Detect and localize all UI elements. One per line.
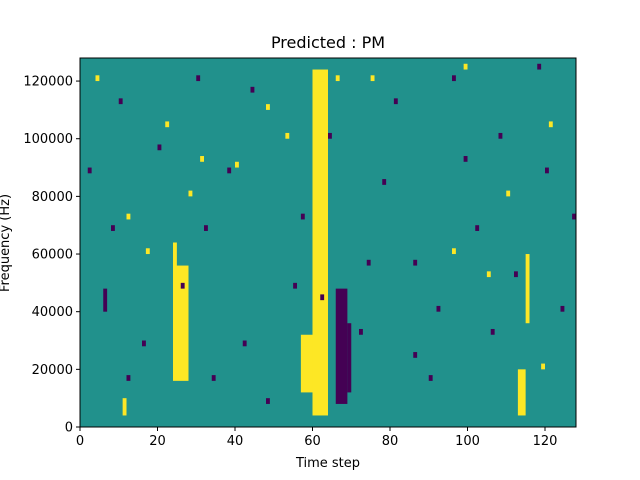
heatmap-cell-low <box>320 294 325 301</box>
heatmap-cell-low <box>366 259 371 266</box>
heatmap-cell-low <box>498 132 503 139</box>
heatmap-cell-low <box>514 271 518 278</box>
heatmap-cell-low <box>103 288 108 312</box>
heatmap-cell-high <box>122 398 127 416</box>
y-tick-label: 60000 <box>32 248 73 263</box>
x-tick-label: 100 <box>455 434 480 449</box>
heatmap-cell-low <box>157 144 162 151</box>
heatmap-cell-low <box>126 375 131 381</box>
heatmap-cell-low <box>560 305 565 312</box>
heatmap-cell-low <box>537 63 542 70</box>
heatmap-cell-high <box>370 75 375 82</box>
heatmap-cell-high <box>126 213 131 220</box>
heatmap-cell-high <box>517 369 526 416</box>
heatmap-cell-low <box>196 75 201 82</box>
heatmap-cell-high <box>486 271 491 278</box>
heatmap-cells <box>80 58 577 427</box>
heatmap-cell-low <box>204 225 208 231</box>
heatmap-cell-high <box>188 190 193 197</box>
x-tick-label: 0 <box>76 434 84 449</box>
y-tick-label: 120000 <box>23 75 73 90</box>
heatmap-cell-low <box>490 328 495 335</box>
x-tick-label: 120 <box>533 434 558 449</box>
x-tick-label: 40 <box>227 434 244 449</box>
heatmap-cell-high <box>266 104 270 110</box>
heatmap-cell-low <box>393 98 398 105</box>
y-axis: 0 20000 40000 60000 80000 100000 120000 <box>23 75 80 436</box>
heatmap-cell-low <box>382 179 387 185</box>
heatmap-cell-low <box>463 156 468 162</box>
heatmap-cell-high <box>165 121 170 128</box>
heatmap-cell-high <box>300 334 313 393</box>
heatmap-cell-low <box>545 167 549 174</box>
y-tick-label: 20000 <box>32 363 73 378</box>
heatmap-cell-low <box>413 259 418 266</box>
heatmap-cell-high <box>173 242 177 278</box>
heatmap-cell-high <box>335 75 340 82</box>
heatmap-cell-low <box>211 375 216 381</box>
heatmap-cell-high <box>235 161 239 168</box>
heatmap-cell-high <box>548 121 553 128</box>
heatmap-cell-low <box>413 352 418 358</box>
heatmap-cell-high <box>541 363 546 370</box>
heatmap-cell-low <box>111 225 115 231</box>
heatmap-cell-low <box>475 225 480 231</box>
heatmap-cell-low <box>266 398 270 404</box>
plot-frame <box>79 57 577 428</box>
y-tick-label: 0 <box>65 421 73 436</box>
heatmap-cell-low <box>250 86 255 93</box>
x-tick-label: 20 <box>149 434 166 449</box>
x-tick-label: 60 <box>304 434 321 449</box>
heatmap-cell-high <box>452 248 456 255</box>
heatmap-cell-high <box>145 248 150 255</box>
heatmap-cell-high <box>200 156 205 162</box>
x-axis-label: Time step <box>295 456 360 471</box>
y-axis-label: Frequency (Hz) <box>0 194 13 292</box>
x-tick-label: 80 <box>382 434 399 449</box>
heatmap-cell-low <box>359 328 363 335</box>
heatmap-cell-low <box>300 213 305 220</box>
heatmap-cell-low <box>87 167 92 174</box>
heatmap-cell-low <box>180 282 185 289</box>
heatmap-cell-high <box>463 63 468 70</box>
heatmap-cell-low <box>242 340 247 347</box>
y-tick-label: 100000 <box>23 132 73 147</box>
heatmap-cell-low <box>142 340 146 347</box>
chart-title: Predicted : PM <box>271 33 385 52</box>
heatmap-cell-high <box>320 81 325 255</box>
x-axis: 0 20 40 60 80 100 120 <box>76 427 558 449</box>
y-tick-label: 40000 <box>32 305 73 320</box>
heatmap-cell-high <box>95 75 100 82</box>
heatmap-cell-low <box>328 132 332 139</box>
heatmap-cell-high <box>506 190 511 197</box>
heatmap-cell-low <box>436 305 441 312</box>
heatmap-cell-low <box>335 288 348 404</box>
y-tick-label: 80000 <box>32 190 73 205</box>
heatmap-cell-low <box>227 167 232 174</box>
heatmap-cell-high <box>173 265 189 381</box>
heatmap-cell-low <box>118 98 123 105</box>
heatmap-cell-low <box>293 282 298 289</box>
heatmap-cell-low <box>347 323 352 393</box>
heatmap-cell-low <box>452 75 456 82</box>
heatmap-cell-high <box>525 254 530 324</box>
heatmap-cell-low <box>572 213 577 220</box>
heatmap-cell-low <box>428 375 433 381</box>
heatmap-cell-high <box>285 132 290 139</box>
